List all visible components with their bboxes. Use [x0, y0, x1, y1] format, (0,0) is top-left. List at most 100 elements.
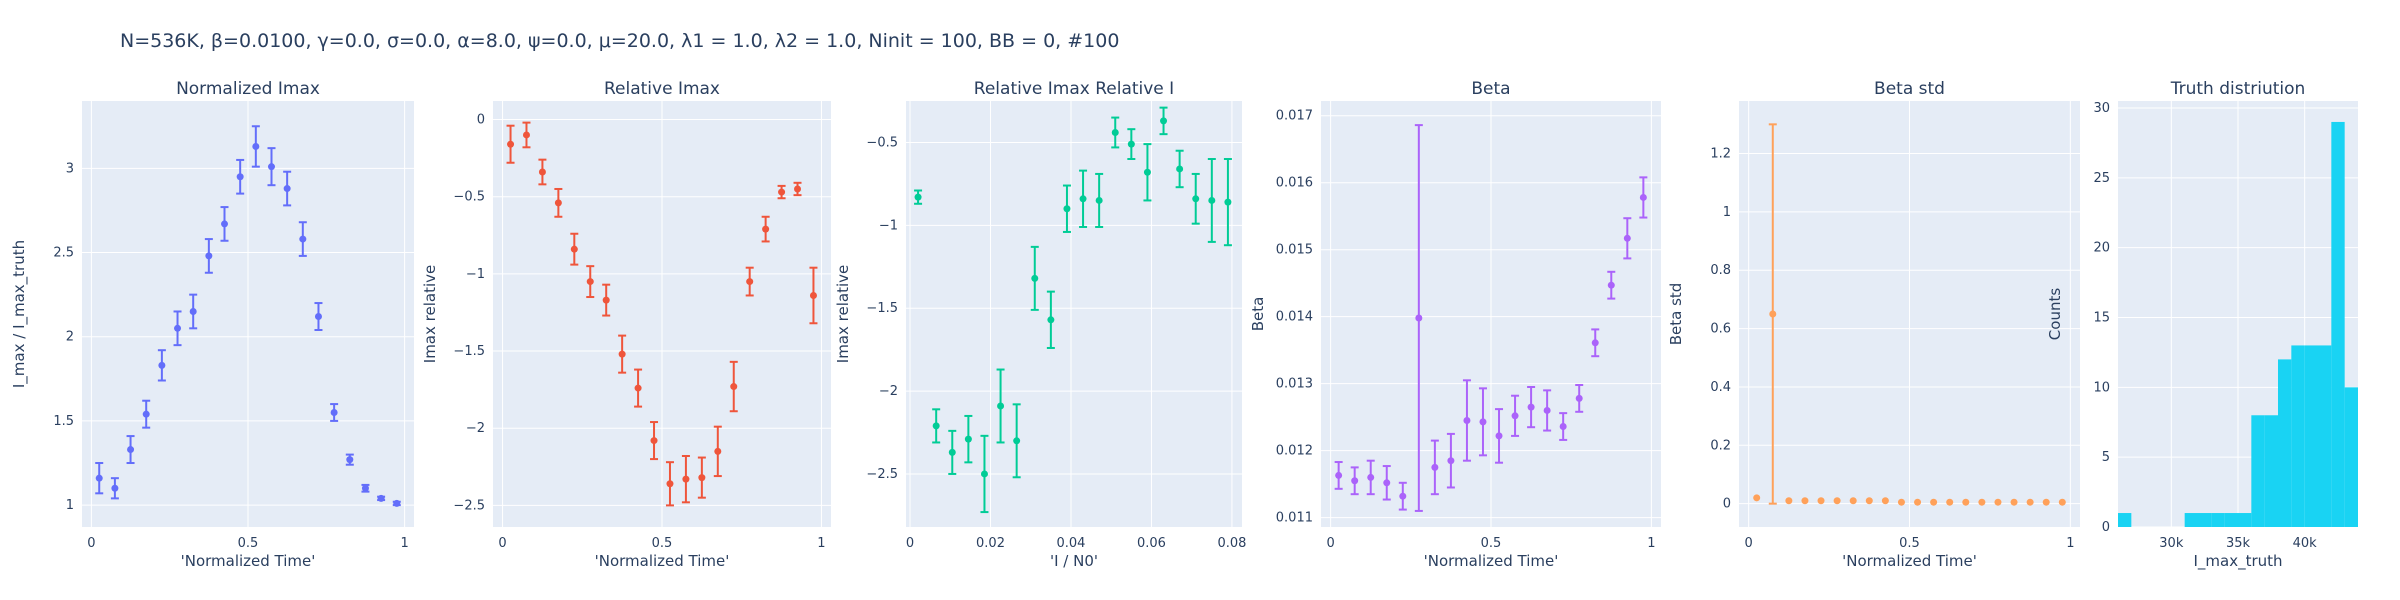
y-tick-label: 0 — [477, 113, 485, 128]
histogram-bar — [2344, 387, 2358, 527]
y-tick-label: 0.2 — [1710, 438, 1731, 453]
y-tick-label: −1 — [466, 267, 485, 282]
data-point — [205, 252, 213, 260]
data-point — [1881, 497, 1889, 505]
data-point — [1463, 417, 1471, 424]
y-tick-label: 0.013 — [1276, 377, 1313, 392]
data-point — [980, 470, 988, 478]
data-point — [932, 422, 940, 430]
data-point — [111, 484, 119, 492]
x-tick-label: 0 — [906, 536, 914, 551]
data-point — [618, 350, 626, 358]
data-point — [1095, 196, 1103, 204]
y-tick-label: −2 — [466, 421, 485, 436]
x-axis-label: I_max_truth — [2193, 552, 2282, 571]
data-point — [1946, 498, 1954, 506]
data-point — [2010, 498, 2018, 506]
y-tick-label: 3 — [66, 161, 74, 176]
data-point — [299, 235, 307, 243]
histogram-bar — [2264, 415, 2278, 527]
x-tick-label: 0.06 — [1137, 536, 1166, 551]
data-point — [267, 163, 275, 171]
data-point — [1127, 140, 1135, 148]
x-tick-label: 0.5 — [1899, 536, 1920, 551]
data-point — [602, 296, 610, 304]
data-point — [283, 185, 291, 193]
y-axis-label: Counts — [2046, 288, 2064, 341]
x-tick-label: 0.02 — [976, 536, 1005, 551]
subplot-title: Beta — [1471, 79, 1510, 99]
y-tick-label: 10 — [2093, 380, 2110, 395]
x-tick-label: 1 — [400, 536, 408, 551]
y-tick-label: −1 — [879, 218, 898, 233]
data-point — [1559, 423, 1567, 431]
data-point — [1479, 418, 1487, 426]
data-point — [393, 499, 401, 507]
data-point — [1914, 498, 1922, 506]
subplot-title: Beta std — [1874, 79, 1945, 99]
y-tick-label: 1 — [1723, 205, 1731, 220]
subplot-4: 0 0.5 1 0.011 0.012 0.013 0.014 0.015 0.016 0.017… — [1249, 79, 1661, 570]
y-tick-label: 0 — [2102, 520, 2110, 535]
x-tick-label: 0 — [1745, 536, 1753, 551]
subplot-5: 0 0.5 1 0 0.2 0.4 0.6 0.8 1 1.2 Beta std 'Normalize… — [1667, 79, 2080, 570]
data-point — [666, 480, 674, 488]
data-point — [1607, 281, 1615, 289]
x-axis-label: 'I / N0' — [1050, 552, 1098, 570]
x-tick-label: 1 — [817, 536, 825, 551]
data-point — [522, 131, 530, 139]
y-tick-label: 1.2 — [1710, 147, 1731, 162]
histogram-bar — [2251, 415, 2265, 527]
data-point — [1111, 128, 1119, 136]
x-axis-label: 'Normalized Time' — [181, 552, 316, 570]
data-point — [1817, 497, 1825, 505]
subplot-1: 0 0.5 1 1 1.5 2 2.5 3 Normalized Imax 'Normalized… — [10, 79, 414, 570]
data-point — [586, 278, 594, 286]
data-point — [361, 484, 369, 492]
data-point — [1930, 498, 1938, 506]
y-tick-label: 2 — [66, 330, 74, 345]
data-point — [1143, 168, 1151, 176]
y-tick-label: 25 — [2093, 171, 2110, 186]
data-point — [2058, 498, 2066, 506]
data-point — [1527, 403, 1535, 411]
y-axis-label: Beta std — [1667, 283, 1685, 346]
y-tick-label: −2 — [879, 384, 898, 399]
histogram-bar — [2278, 359, 2292, 527]
x-tick-label: 0.5 — [238, 536, 259, 551]
histogram-bar — [2238, 513, 2252, 527]
y-tick-label: 0.017 — [1276, 109, 1313, 124]
data-point — [1623, 234, 1631, 242]
y-tick-label: −0.5 — [453, 190, 485, 205]
data-point — [1063, 205, 1071, 213]
y-tick-label: 1 — [66, 498, 74, 513]
x-tick-label: 0.5 — [1481, 536, 1502, 551]
histogram-bar — [2224, 513, 2238, 527]
histogram-bar — [2304, 345, 2318, 527]
y-tick-label: 0.015 — [1276, 243, 1313, 258]
data-point — [570, 245, 578, 253]
data-point — [221, 220, 229, 228]
y-tick-label: 2.5 — [53, 246, 74, 261]
data-point — [698, 474, 706, 482]
histogram-bar — [2184, 513, 2198, 527]
x-axis-label: 'Normalized Time' — [1424, 552, 1559, 570]
y-axis-label: Imax relative — [421, 265, 439, 363]
y-axis-label: Imax relative — [834, 265, 852, 363]
data-point — [95, 474, 103, 482]
data-point — [158, 361, 166, 369]
data-point — [1769, 310, 1777, 318]
y-tick-label: −2.5 — [453, 498, 485, 513]
data-point — [778, 188, 786, 196]
data-point — [1543, 406, 1551, 414]
data-point — [1978, 498, 1986, 506]
histogram-bar — [2331, 121, 2345, 528]
y-tick-label: 5 — [2102, 450, 2110, 465]
x-tick-label: 0.04 — [1057, 536, 1086, 551]
data-point — [1335, 471, 1343, 479]
x-tick-label: 0.5 — [652, 536, 673, 551]
data-point — [127, 446, 135, 454]
y-axis-label: I_max / I_max_truth — [10, 240, 29, 388]
data-point — [1047, 316, 1055, 324]
